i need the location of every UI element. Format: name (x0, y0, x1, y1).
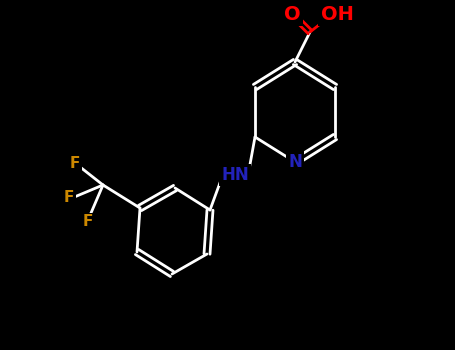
Text: OH: OH (321, 5, 354, 23)
Text: F: F (70, 155, 80, 170)
Text: F: F (64, 190, 74, 205)
Text: F: F (83, 215, 93, 230)
Text: O: O (283, 5, 300, 23)
Text: HN: HN (221, 166, 249, 184)
Text: N: N (288, 153, 302, 171)
